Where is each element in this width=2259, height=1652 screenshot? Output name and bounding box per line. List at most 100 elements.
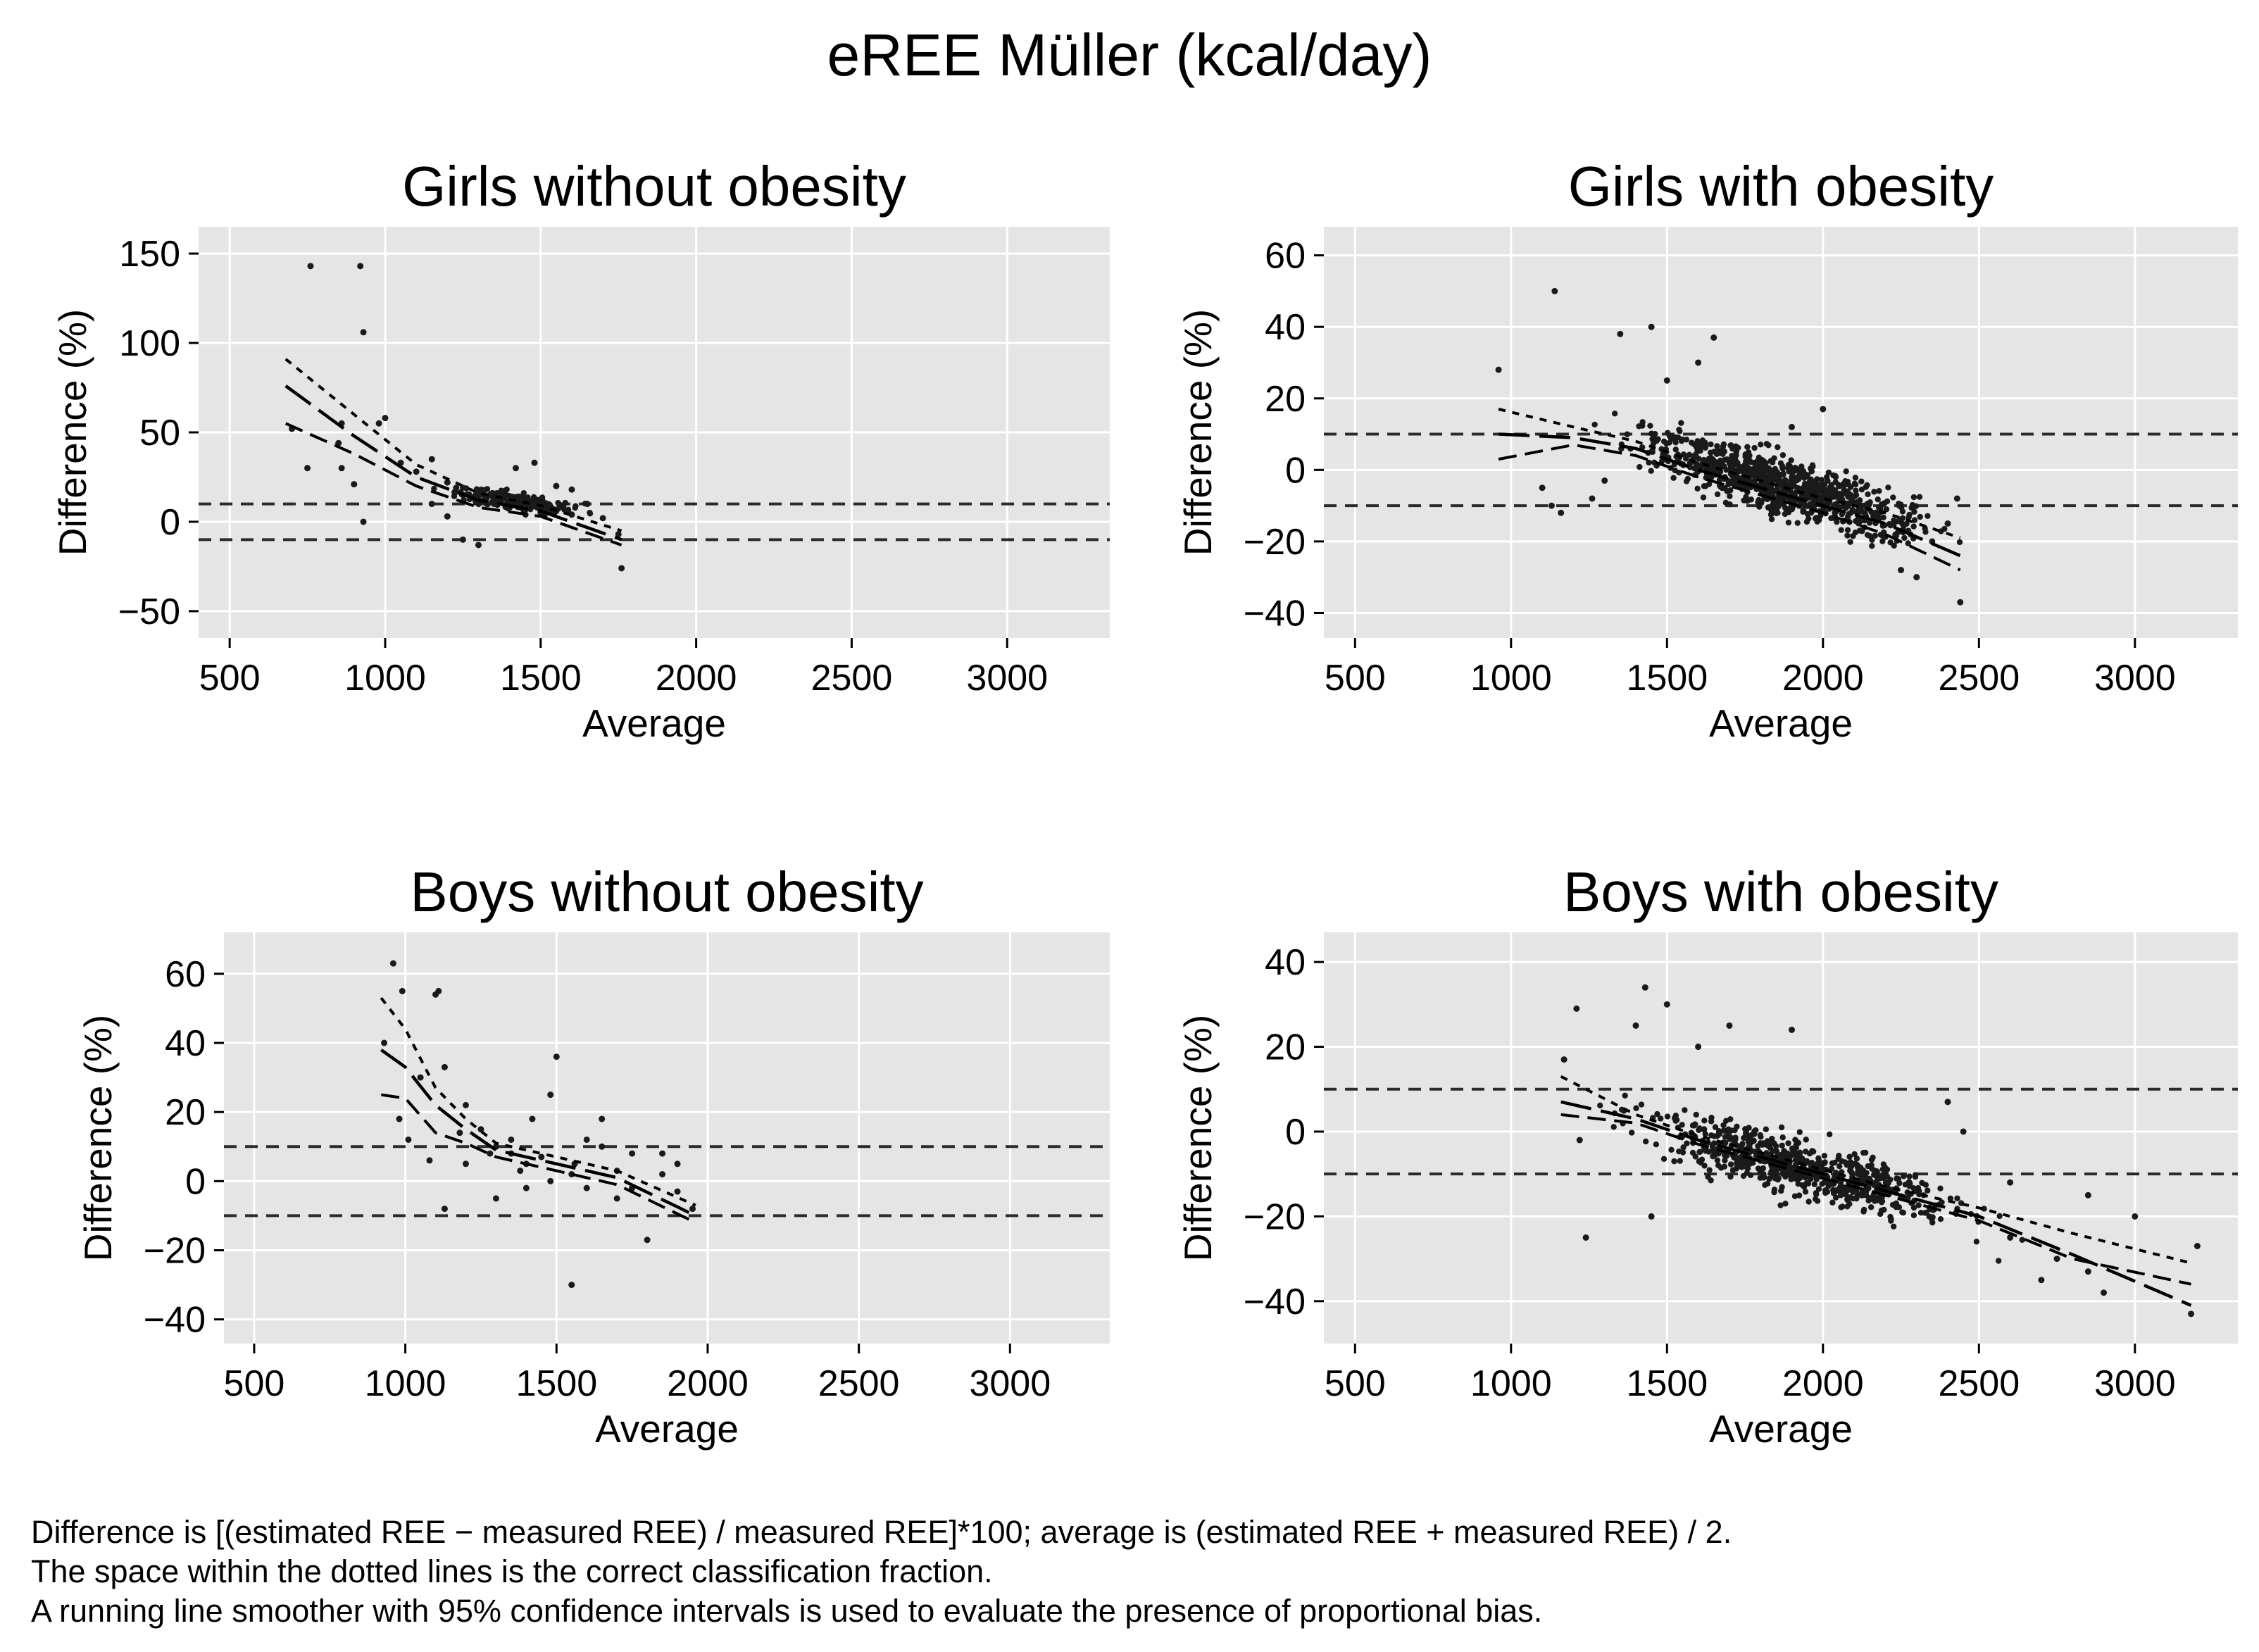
data-point [1708, 462, 1714, 469]
data-point [1821, 1153, 1828, 1159]
data-point [1939, 1199, 1945, 1206]
data-point [1898, 567, 1905, 574]
data-point [1674, 1117, 1680, 1123]
data-point [351, 481, 358, 488]
ci-upper-line [380, 996, 696, 1207]
data-point [1901, 1173, 1907, 1179]
x-tick-label: 2000 [667, 1363, 749, 1404]
data-point [360, 329, 367, 336]
data-point [1796, 1129, 1803, 1135]
data-point [1741, 462, 1748, 468]
ci-lower-line [1560, 1113, 2191, 1286]
data-point [1766, 1175, 1772, 1182]
data-point [1624, 431, 1631, 437]
data-point [1872, 509, 1879, 516]
data-point [1769, 459, 1776, 465]
data-point [1820, 406, 1827, 413]
x-tick-label: 1000 [344, 658, 426, 699]
data-point [1761, 480, 1768, 487]
x-tick-label: 1000 [1470, 1363, 1552, 1404]
data-point [428, 501, 435, 508]
data-point [1672, 439, 1679, 446]
panel-girls-without-obesity: 500 1000 1500 2000 2500 3000 −50 0 50 100 150 Girls… [51, 155, 1110, 745]
data-point [1689, 1122, 1696, 1129]
data-point [1910, 1185, 1917, 1191]
data-point [1651, 459, 1658, 465]
data-point [1711, 1133, 1717, 1139]
data-point [1838, 527, 1844, 533]
data-point [1832, 1173, 1838, 1180]
data-point [1779, 463, 1786, 470]
data-point [1622, 1092, 1628, 1099]
data-point [531, 503, 538, 510]
data-point [1810, 463, 1816, 470]
x-tick-label: 500 [1325, 1363, 1386, 1404]
data-point [1876, 487, 1882, 494]
x-tick-label: 3000 [2094, 658, 2176, 699]
data-point [508, 1136, 515, 1143]
data-point [1691, 441, 1698, 448]
data-point [1757, 1169, 1763, 1175]
data-point [441, 1063, 448, 1070]
data-point [1727, 1136, 1733, 1142]
y-tick-label: −40 [1244, 1282, 1306, 1322]
y-axis-label: Difference (%) [51, 309, 94, 556]
y-tick-label: 60 [1265, 236, 1306, 277]
data-point [1759, 1141, 1765, 1149]
ci-upper-line [284, 358, 622, 532]
footnotes: Difference is [(estimated REE − measured… [31, 1513, 1732, 1631]
data-point [1618, 1106, 1625, 1113]
data-point [1785, 1140, 1791, 1146]
data-point [1892, 532, 1898, 538]
data-point [1720, 1122, 1727, 1129]
data-point [531, 459, 538, 466]
data-point [1733, 452, 1739, 458]
data-point [444, 513, 451, 520]
data-point [568, 486, 575, 493]
data-point [1778, 1124, 1785, 1131]
plot-area [224, 932, 1110, 1344]
data-point [1917, 1210, 1925, 1216]
data-point [1814, 1198, 1821, 1204]
data-point [2132, 1213, 2139, 1220]
data-point [357, 263, 364, 270]
y-tick-label: 20 [1265, 379, 1306, 420]
y-tick-label: 20 [1265, 1027, 1306, 1068]
data-point [1879, 538, 1886, 544]
data-point [1885, 484, 1891, 491]
data-point [525, 494, 531, 501]
data-point [1672, 446, 1679, 453]
data-point [1714, 443, 1720, 449]
data-point [1814, 476, 1820, 482]
data-point [413, 468, 420, 475]
y-tick-label: 0 [160, 502, 180, 543]
panel-title: Boys with obesity [1563, 861, 1998, 923]
data-point [360, 518, 367, 525]
data-point [1657, 1115, 1664, 1122]
data-point [1825, 469, 1832, 476]
data-point [1708, 474, 1715, 481]
data-point [1826, 1131, 1833, 1138]
data-point [1813, 1176, 1820, 1183]
data-point [1836, 1163, 1843, 1170]
data-point [1868, 1156, 1875, 1163]
data-point [1651, 435, 1658, 442]
data-point [509, 494, 515, 500]
data-point [1696, 1149, 1703, 1155]
data-point [1774, 469, 1780, 475]
data-point [1926, 1213, 1932, 1220]
data-point [1929, 1219, 1936, 1226]
y-tick-label: 50 [139, 413, 180, 453]
data-point [1778, 1151, 1784, 1158]
data-point [599, 1143, 606, 1150]
data-point [1813, 515, 1820, 521]
data-point [1829, 484, 1835, 492]
data-point [1839, 1158, 1845, 1164]
data-point [1760, 1175, 1767, 1181]
data-point [1925, 513, 1931, 519]
data-point [1865, 491, 1871, 498]
data-point [1832, 1159, 1838, 1166]
x-tick-label: 2000 [656, 658, 737, 699]
data-point [1767, 511, 1775, 518]
data-point [1775, 1175, 1782, 1182]
